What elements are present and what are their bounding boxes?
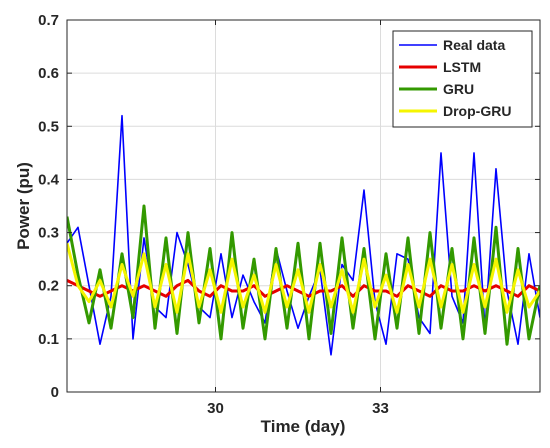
x-tick-label: 33 [372,400,389,417]
legend-label-lstm: LSTM [443,59,481,75]
y-tick-label: 0.5 [38,118,59,135]
plot-frame [66,19,541,393]
y-tick-label: 0.2 [38,278,59,295]
axis-ticks: 0 0.1 0.2 0.3 0.4 0.5 0.6 0.7 30 33 [38,12,540,417]
y-tick-label: 0.3 [38,225,59,242]
x-axis-label: Time (day) [261,417,346,436]
y-tick-label: 0.4 [38,171,60,188]
y-axis-label: Power (pu) [14,162,33,250]
y-tick-label: 0.6 [38,65,59,82]
y-tick-label: 0.1 [38,331,59,348]
legend-label-real-data: Real data [443,37,505,53]
series-lines [67,114,540,356]
y-tick-label: 0 [51,384,59,401]
series-line-drop-gru [67,242,540,314]
x-tick-label: 30 [207,400,224,417]
legend: Real data LSTM GRU Drop-GRU [392,30,533,128]
y-tick-label: 0.7 [38,12,59,29]
legend-label-drop-gru: Drop-GRU [443,103,511,119]
legend-label-gru: GRU [443,81,474,97]
